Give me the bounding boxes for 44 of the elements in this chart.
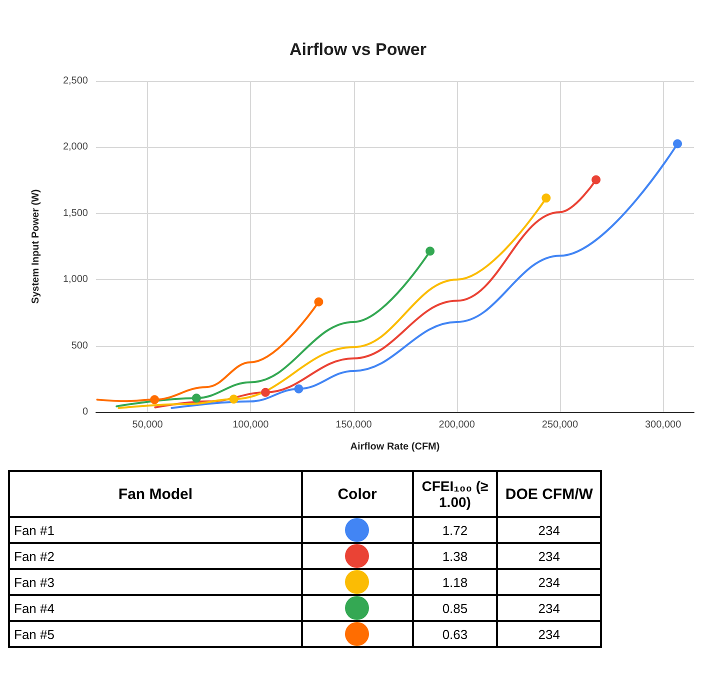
text: 234 [497, 595, 601, 621]
point [261, 388, 270, 397]
text: 1.18 [412, 569, 498, 595]
text: Color [302, 471, 413, 517]
text: 0.85 [412, 595, 498, 621]
text: 1.72 [412, 517, 498, 543]
y-tick-label: 0 [82, 406, 88, 418]
text: 0.63 [412, 621, 498, 647]
text: Fan #2 [14, 548, 54, 564]
point [673, 139, 682, 148]
point [229, 394, 238, 404]
x-tick-label: 250,000 [542, 420, 578, 430]
y-tick-label: 1,000 [62, 274, 88, 286]
text: 234 [497, 543, 601, 569]
y-axis-title: System Input Power (W) [30, 189, 42, 304]
text: Fan #4 [14, 600, 54, 616]
point [314, 297, 324, 306]
chart-title: Airflow vs Power [290, 40, 427, 59]
point [150, 395, 160, 404]
x-tick-label: 50,000 [132, 420, 164, 430]
text: 234 [497, 517, 601, 543]
point [192, 394, 201, 403]
y-tick-label: 500 [71, 340, 88, 352]
text: 234 [497, 621, 601, 647]
point [294, 384, 304, 394]
point [426, 246, 435, 256]
x-tick-label: 100,000 [232, 420, 270, 430]
x-axis-title: Airflow Rate (CFM) [350, 442, 440, 452]
x-tick-label: 150,000 [336, 420, 372, 430]
text: Fan Model [9, 471, 302, 517]
text: Fan #3 [14, 574, 54, 590]
text: 234 [497, 569, 601, 595]
x-tick-label: 200,000 [438, 420, 476, 430]
y-tick-label: 1,500 [62, 208, 88, 219]
text: 1.38 [412, 543, 498, 569]
y-tick-label: 2,000 [62, 142, 88, 153]
point [592, 175, 601, 184]
text: Fan #5 [14, 626, 54, 642]
y-tick-label: 2,500 [62, 76, 88, 86]
x-tick-label: 300,000 [644, 420, 682, 430]
text: Fan #1 [14, 522, 54, 538]
text: CFEI₁₀₀ (≥ 1.00) [412, 471, 498, 517]
text: DOE CFM/W [497, 471, 601, 517]
point [542, 194, 551, 203]
